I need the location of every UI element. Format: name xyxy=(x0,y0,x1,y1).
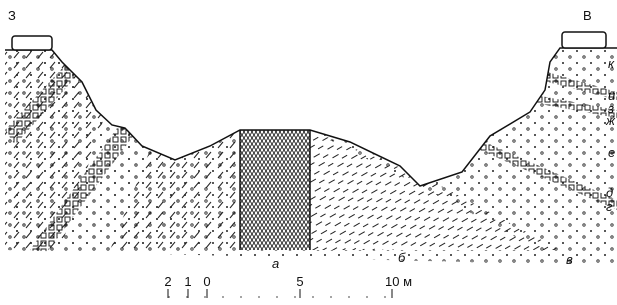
geological-section: З В а б в к и з ж е д г 2 1 0 5 10 м xyxy=(0,0,617,305)
direction-west: З xyxy=(8,8,16,23)
cap-left xyxy=(12,36,52,50)
layer-label: д xyxy=(606,185,613,200)
unit-label: а xyxy=(272,256,279,271)
cap-right xyxy=(562,32,606,48)
layer-label: е xyxy=(608,145,615,160)
layer-label: к xyxy=(608,56,615,71)
direction-east: В xyxy=(583,8,592,23)
strata xyxy=(0,0,617,305)
scale-label: 1 xyxy=(184,274,191,289)
scale-label: 5 xyxy=(296,274,303,289)
layer-label: ж xyxy=(605,113,616,128)
scale-label: 10 м xyxy=(385,274,412,289)
scale-bar: 2 1 0 5 10 м xyxy=(164,274,412,298)
unit-label: в xyxy=(566,252,573,267)
unit-label: б xyxy=(398,250,406,265)
scale-label: 0 xyxy=(203,274,210,289)
scale-label: 2 xyxy=(164,274,171,289)
layer-label: г xyxy=(606,199,613,214)
